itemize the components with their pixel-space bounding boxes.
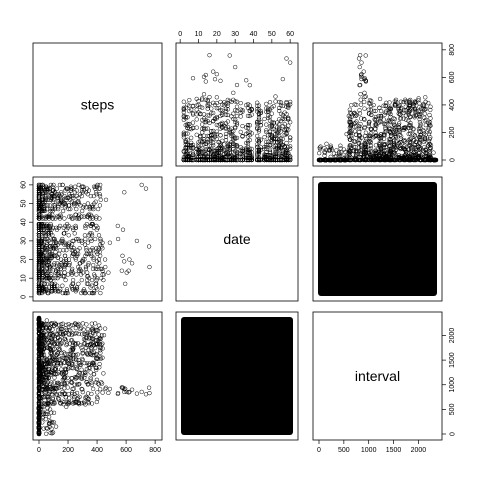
points-date-vs-interval [318, 182, 437, 296]
dense-point-block-date-interval [318, 182, 437, 296]
